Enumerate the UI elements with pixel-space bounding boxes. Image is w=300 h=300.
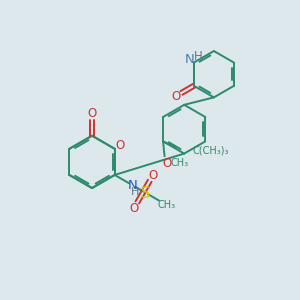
- Text: O: O: [148, 169, 158, 182]
- Text: O: O: [171, 90, 180, 103]
- Text: N: N: [127, 178, 137, 192]
- Text: S: S: [141, 186, 151, 201]
- Text: H: H: [194, 50, 203, 63]
- Text: N: N: [184, 53, 194, 66]
- Text: H: H: [131, 187, 140, 196]
- Text: CH₃: CH₃: [170, 158, 188, 168]
- Text: CH₃: CH₃: [158, 200, 176, 210]
- Text: O: O: [129, 202, 139, 214]
- Text: O: O: [162, 157, 172, 169]
- Text: O: O: [87, 107, 97, 120]
- Text: O: O: [115, 139, 124, 152]
- Text: C(CH₃)₃: C(CH₃)₃: [193, 146, 229, 156]
